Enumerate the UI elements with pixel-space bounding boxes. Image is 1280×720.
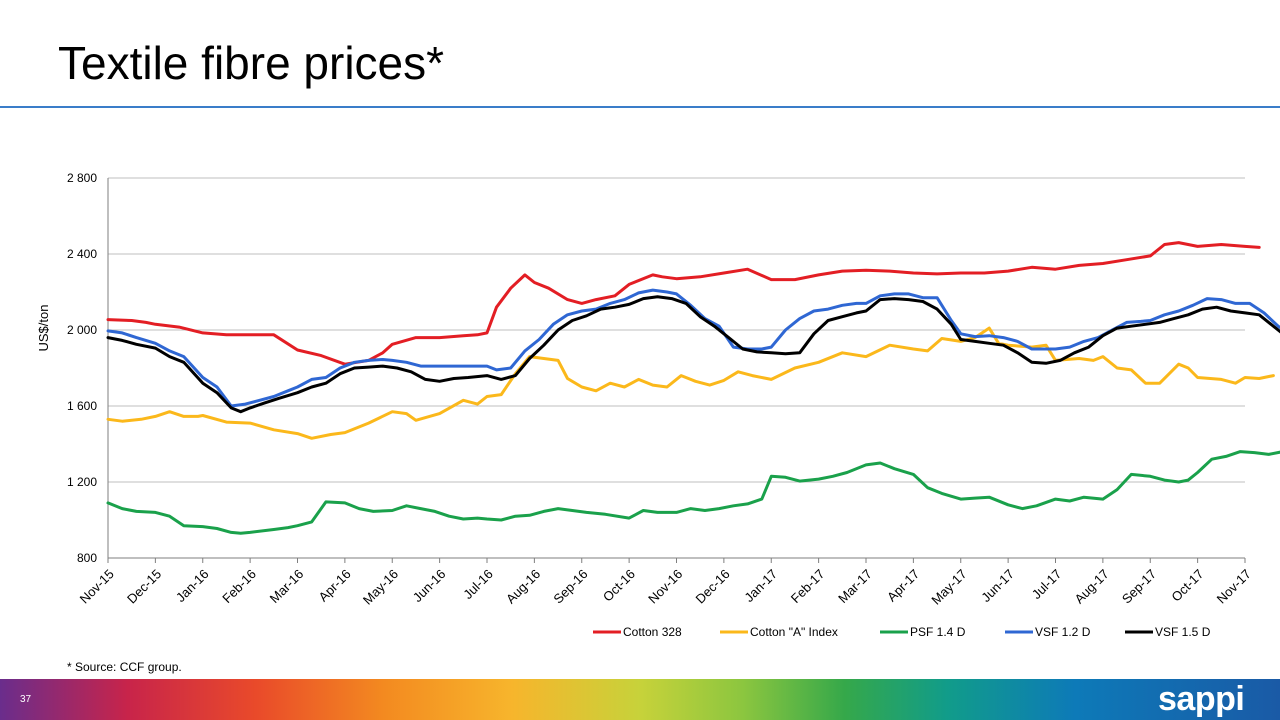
- x-tick-label: Feb-17: [788, 566, 828, 606]
- x-tick-label: Aug-17: [1072, 566, 1112, 606]
- x-tick-label: Oct-16: [600, 566, 638, 604]
- series-line-vsf-1-5-d: [106, 295, 1280, 414]
- series-line-psf-1-4-d: [106, 450, 1280, 535]
- legend-label: VSF 1.5 D: [1155, 625, 1211, 639]
- x-tick-label: Mar-16: [267, 566, 307, 606]
- y-tick-label: 2 000: [67, 323, 97, 337]
- x-tick-label: Jul-17: [1029, 566, 1065, 602]
- x-tick-label: Oct-17: [1168, 566, 1206, 604]
- x-tick-label: Sep-17: [1119, 566, 1159, 606]
- textile-fibre-price-chart: 800 1 200 1 600 2 000 2 400 2 800 US$/ton Nov-1…: [36, 171, 1280, 639]
- x-tick-label: Nov-15: [77, 566, 117, 606]
- y-tick-label: 1 200: [67, 475, 97, 489]
- sappi-logo: sappi: [1158, 680, 1245, 718]
- x-tick-label: May-16: [360, 566, 401, 607]
- legend-label: VSF 1.2 D: [1035, 625, 1091, 639]
- legend-label: Cotton "A" Index: [750, 625, 838, 639]
- series-line-vsf-1-2-d: [106, 288, 1280, 408]
- series-line-cotton-328: [106, 241, 1261, 366]
- footer-color-band: [0, 679, 1280, 720]
- x-tick-label: Nov-17: [1214, 566, 1254, 606]
- y-tick-label: 800: [77, 551, 97, 565]
- x-tick-label: May-17: [928, 566, 969, 607]
- x-tick-label: Dec-15: [124, 566, 164, 606]
- x-tick-label: Jun-17: [978, 566, 1017, 605]
- x-tick-label: Jan-17: [741, 566, 780, 605]
- x-tick-label: Jun-16: [410, 566, 449, 605]
- title-divider: [0, 106, 1280, 108]
- source-note: * Source: CCF group.: [67, 660, 182, 674]
- x-tick-label: Mar-17: [835, 566, 875, 606]
- legend-label: Cotton 328: [623, 625, 682, 639]
- y-tick-label: 2 400: [67, 247, 97, 261]
- x-tick-label: Jul-16: [460, 566, 496, 602]
- x-tick-label: Aug-16: [503, 566, 543, 606]
- x-tick-label: Nov-16: [645, 566, 685, 606]
- x-tick-label: Apr-17: [884, 566, 922, 604]
- legend-label: PSF 1.4 D: [910, 625, 966, 639]
- y-axis-title: US$/ton: [36, 305, 51, 352]
- x-tick-label: Dec-16: [693, 566, 733, 606]
- page-number: 37: [20, 694, 32, 705]
- y-tick-label: 1 600: [67, 399, 97, 413]
- x-tick-label: Sep-16: [550, 566, 590, 606]
- x-tick-label: Feb-16: [219, 566, 259, 606]
- x-tick-label: Apr-16: [316, 566, 354, 604]
- y-tick-label: 2 800: [67, 171, 97, 185]
- series-line-cotton-a-index: [106, 326, 1275, 440]
- slide-title: Textile fibre prices*: [58, 37, 445, 89]
- x-tick-label: Jan-16: [173, 566, 212, 605]
